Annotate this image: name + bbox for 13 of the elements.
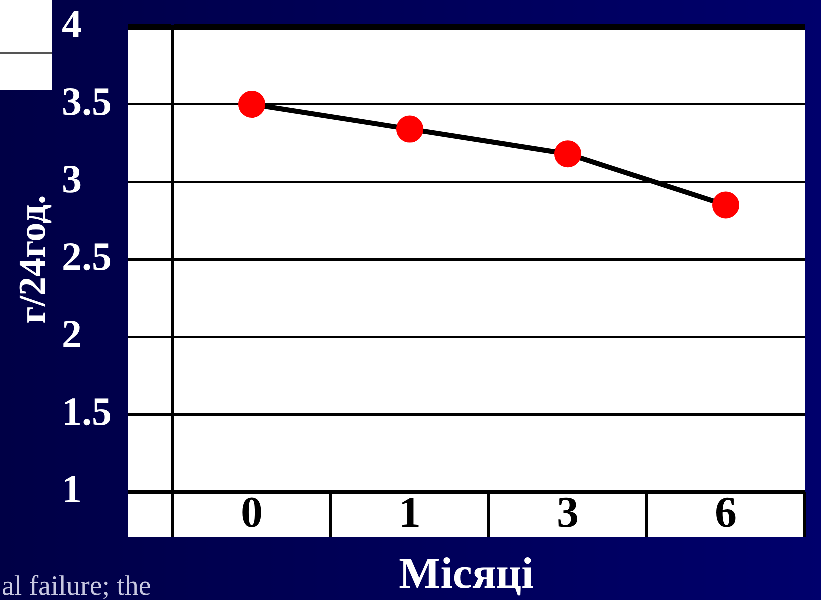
y-tick-label: 2.5 bbox=[62, 234, 112, 279]
x-tick-label: 3 bbox=[557, 488, 579, 537]
x-tick-label: 1 bbox=[399, 488, 421, 537]
y-tick-label: 2 bbox=[62, 311, 82, 356]
x-tick-label: 6 bbox=[715, 488, 737, 537]
y-tick-label: 3.5 bbox=[62, 78, 112, 124]
text: al failure; the bbox=[2, 571, 152, 600]
y-tick-label: 3 bbox=[62, 156, 82, 202]
y-tick-label: 1.5 bbox=[62, 388, 112, 434]
x-axis-title: Місяці bbox=[399, 549, 534, 598]
y-tick-label: 4 bbox=[62, 1, 82, 46]
x-tick-label: 0 bbox=[241, 488, 263, 537]
y-axis-title: г/24год. bbox=[12, 195, 54, 324]
